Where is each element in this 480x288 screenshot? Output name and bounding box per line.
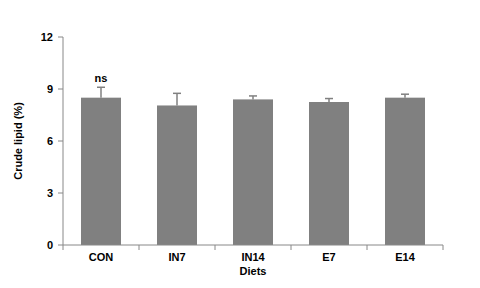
bar [157,105,197,245]
x-tick-label: CON [89,251,114,263]
y-tick-label: 9 [47,83,53,95]
bars [81,87,425,245]
y-tick-label: 0 [47,239,53,251]
x-tick-label: E7 [322,251,335,263]
error-bar [325,99,333,102]
x-tick [139,245,140,250]
y-tick [58,37,63,38]
x-tick [63,245,64,250]
x-tick-label: IN7 [168,251,185,263]
bar [309,102,349,245]
error-bar [97,87,105,97]
bar [385,98,425,245]
bar [81,98,121,245]
error-bar [401,94,409,97]
y-axis-label: Crude lipid (%) [12,102,24,180]
x-tick-label: E14 [395,251,415,263]
bar [233,99,273,245]
y-tick-label: 12 [41,31,53,43]
x-tick [367,245,368,250]
error-bar [249,96,257,99]
x-tick [291,245,292,250]
chart: 0 3 6 9 12 CON IN7 IN14 E7 E14 Diets Crude lipid (%… [0,0,480,288]
y-tick-label: 3 [47,187,53,199]
y-tick-label: 6 [47,135,53,147]
annotation: ns [95,72,108,84]
x-tick [215,245,216,250]
x-axis-label: Diets [240,265,267,277]
y-tick [58,141,63,142]
x-axis [63,245,443,246]
chart-container: 0 3 6 9 12 CON IN7 IN14 E7 E14 Diets Crude lipid (%… [0,0,480,288]
x-tick-label: IN14 [241,251,265,263]
y-tick [58,89,63,90]
error-bar [173,93,181,105]
x-tick [443,245,444,250]
y-tick [58,193,63,194]
y-tick [58,245,63,246]
